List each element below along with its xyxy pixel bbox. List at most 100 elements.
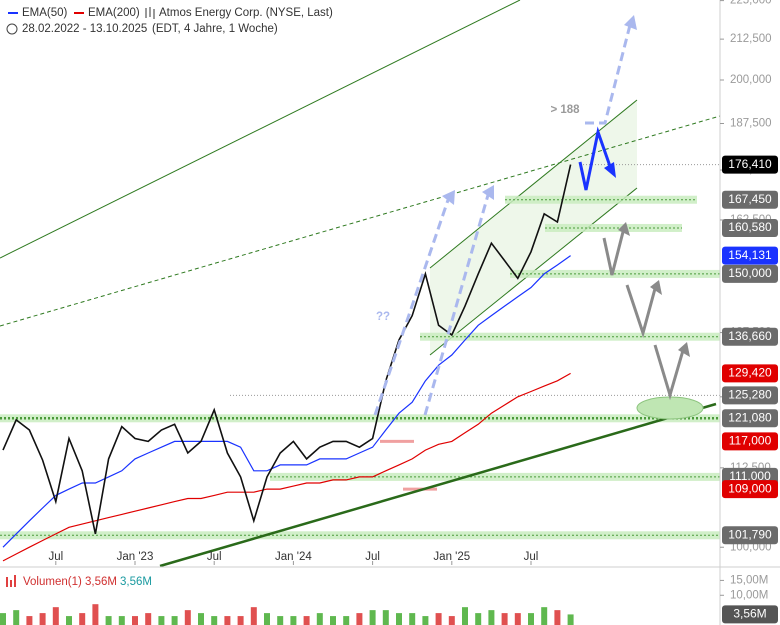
volume-tick-label: 10,00M <box>730 589 768 601</box>
volume-bar <box>145 613 152 625</box>
price-label: 129,420 <box>728 366 772 380</box>
volume-current: 3,56M <box>85 576 117 588</box>
volume-bar <box>462 607 468 625</box>
volume-bar <box>316 613 323 625</box>
price-label-box <box>722 409 778 428</box>
price-label: 154,131 <box>728 248 772 262</box>
volume-bar <box>211 616 218 625</box>
forecast-zigzag <box>578 126 614 191</box>
price-label-box <box>722 480 778 499</box>
volume-bar <box>475 613 482 625</box>
arrow-heads <box>442 15 637 205</box>
volume-bar <box>501 613 508 625</box>
volume-label: 3,56M <box>733 607 766 621</box>
arrow-head <box>618 222 630 236</box>
volume-bar <box>409 613 416 625</box>
volume-bar <box>448 616 455 625</box>
volume-bar <box>158 616 165 625</box>
x-tick-label: Jan '25 <box>433 551 470 563</box>
channel-fill <box>430 100 637 355</box>
volume-bar <box>26 616 33 625</box>
period-note: (EDT, 4 Jahre, 1 Woche) <box>152 23 278 35</box>
x-tick-label: Jul <box>524 551 539 563</box>
x-tick-label: Jul <box>207 551 222 563</box>
volume-bar <box>184 610 191 625</box>
price-line <box>2 164 572 535</box>
volume-bar <box>13 610 20 625</box>
price-label-box <box>722 327 778 346</box>
arrow-head <box>604 162 616 178</box>
x-tick-label: Jul <box>365 551 380 563</box>
target-zone <box>636 396 704 420</box>
y-tick-label: 200,000 <box>730 74 772 86</box>
volume-bar <box>422 616 429 625</box>
volume-bar <box>39 613 46 625</box>
volume-bar <box>330 616 336 625</box>
y-tick-label: 225,000 <box>730 0 772 7</box>
price-label-box <box>722 432 778 451</box>
price-label-box <box>722 190 778 209</box>
price-label: 150,000 <box>728 266 772 280</box>
price-label-box <box>722 246 778 265</box>
annotation: ?? <box>376 311 390 323</box>
volume-bar <box>343 616 350 625</box>
volume-icon <box>6 577 8 587</box>
volume-bar <box>224 616 231 625</box>
levels <box>0 164 720 562</box>
arrow-head <box>442 190 455 205</box>
drawings <box>0 0 721 356</box>
arrow <box>625 284 658 339</box>
price-label: 125,280 <box>728 387 772 401</box>
legend-bg <box>0 0 300 38</box>
legend-ema200: EMA(200) <box>88 7 140 19</box>
x-tick-label: Jan '23 <box>117 551 154 563</box>
volume-icon <box>14 575 16 587</box>
volume-bar <box>198 613 204 625</box>
price-label-box <box>722 264 778 283</box>
ema-line <box>2 255 571 548</box>
volume-icon <box>10 580 12 587</box>
volume-bar <box>435 613 442 625</box>
volume-bar <box>277 616 284 625</box>
projection <box>423 194 490 416</box>
arrow-head <box>650 280 662 295</box>
trend-line <box>0 0 521 259</box>
volume-title: Volumen(1) <box>23 576 82 588</box>
volume-tick-label: 15,00M <box>730 574 768 586</box>
volume-bar <box>541 607 548 625</box>
price-label: 160,580 <box>728 220 772 234</box>
volume-bar <box>567 614 574 625</box>
projection <box>373 199 450 416</box>
legend-ema50: EMA(50) <box>22 7 68 19</box>
price-label: 111,000 <box>729 469 771 483</box>
price-label: 136,660 <box>728 329 772 343</box>
price-label: 101,790 <box>728 527 772 541</box>
y-tick-label: 187,500 <box>730 118 772 130</box>
price-label-box <box>722 364 778 383</box>
volume-bar <box>171 616 178 625</box>
volume-bar <box>66 616 72 625</box>
arrow-head <box>678 342 690 357</box>
volume-bar <box>528 613 534 625</box>
arrow-heads <box>618 222 690 357</box>
arrow <box>653 344 686 401</box>
x-tick-label: Jul <box>48 551 63 563</box>
price-label: 109,000 <box>728 481 772 495</box>
volume-bar <box>290 616 297 625</box>
volume-bar <box>396 613 402 625</box>
x-tick-label: Jan '24 <box>275 551 312 563</box>
arrow-head <box>624 15 637 30</box>
volume-bar <box>105 616 112 625</box>
overlay-drawings: > 188?? <box>159 15 717 568</box>
price-label-box <box>722 526 778 545</box>
volume-bar <box>382 610 389 625</box>
volume-bar <box>52 607 59 625</box>
volume-bar <box>264 613 270 625</box>
volume-bar <box>488 610 495 625</box>
price-label: 117,000 <box>729 434 772 448</box>
volume-bar <box>356 613 363 625</box>
volume-bar <box>118 616 125 625</box>
chart-title: Atmos Energy Corp. (NYSE, Last) <box>159 7 333 19</box>
volume-bar <box>554 610 561 625</box>
